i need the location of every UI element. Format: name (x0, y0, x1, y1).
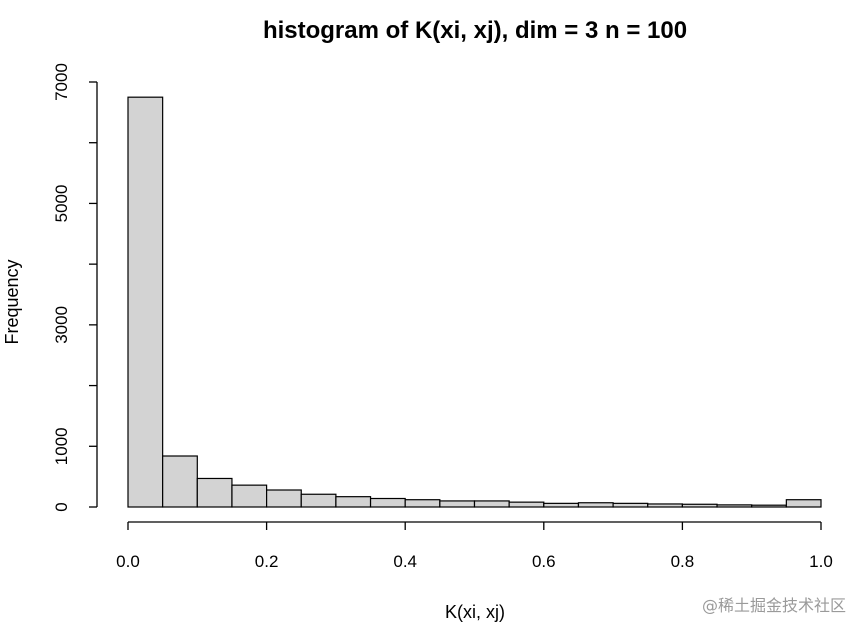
histogram-bar-14 (612, 502, 649, 508)
y-tick-label-4: 7000 (52, 63, 71, 101)
histogram-bar-19 (785, 499, 822, 508)
y-tick-label-1: 1000 (52, 427, 71, 465)
x-tick-label-5: 1.0 (809, 552, 833, 571)
histogram-bar-6 (335, 496, 372, 508)
histogram-bar-8 (404, 499, 441, 508)
histogram-bar-5 (300, 493, 337, 508)
y-axis-label: Frequency (2, 259, 22, 344)
histogram-bar-18 (751, 504, 787, 508)
watermark-text: @稀土掘金技术社区 (702, 596, 846, 615)
histogram-bar-4 (266, 489, 302, 508)
histogram-bar-15 (647, 503, 684, 508)
chart-title: histogram of K(xi, xj), dim = 3 n = 100 (263, 17, 687, 44)
y-tick-label-2: 3000 (52, 306, 71, 344)
histogram-bar-16 (681, 503, 718, 508)
y-tick-label-0: 0 (52, 502, 71, 511)
bars (127, 96, 822, 508)
x-tick-label-2: 0.4 (393, 552, 417, 571)
x-tick-label-4: 0.8 (671, 552, 695, 571)
y-axis: 0 1000 3000 5000 7000 (52, 63, 98, 512)
histogram-bar-12 (543, 502, 580, 508)
histogram-bar-2 (196, 477, 233, 508)
x-tick-label-3: 0.6 (532, 552, 556, 571)
histogram-bar-0 (127, 96, 164, 508)
histogram-bar-17 (716, 504, 753, 508)
histogram-bar-9 (439, 500, 476, 508)
x-tick-label-0: 0.0 (116, 552, 140, 571)
histogram-bar-13 (577, 502, 614, 508)
histogram-bar-7 (369, 497, 406, 508)
y-tick-label-3: 5000 (52, 185, 71, 223)
histogram-bar-11 (508, 501, 545, 508)
histogram-bar-1 (162, 455, 198, 508)
x-axis-label: K(xi, xj) (445, 602, 505, 622)
histogram-bar-3 (231, 484, 268, 508)
x-tick-label-1: 0.2 (255, 552, 279, 571)
histogram-bar-10 (473, 500, 510, 508)
x-axis: 0.0 0.2 0.4 0.6 0.8 1.0 (116, 521, 833, 571)
